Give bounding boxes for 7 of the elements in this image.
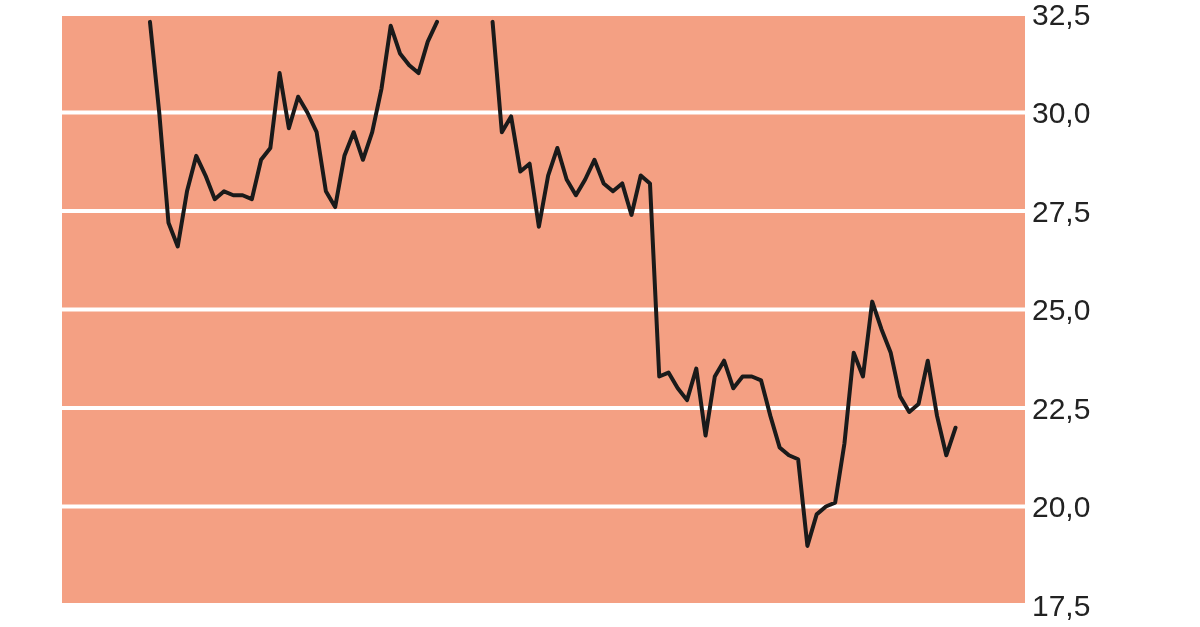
- y-tick-label: 22,5: [1032, 391, 1091, 425]
- y-tick-label: 20,0: [1032, 490, 1091, 523]
- y-tick-label: 17,5: [1032, 588, 1091, 622]
- y-tick-label: 27,5: [1032, 194, 1091, 228]
- y-tick-label: 32,5: [1032, 0, 1091, 31]
- y-tick-label: 25,0: [1032, 293, 1091, 326]
- y-tick-label: 30,0: [1032, 96, 1091, 129]
